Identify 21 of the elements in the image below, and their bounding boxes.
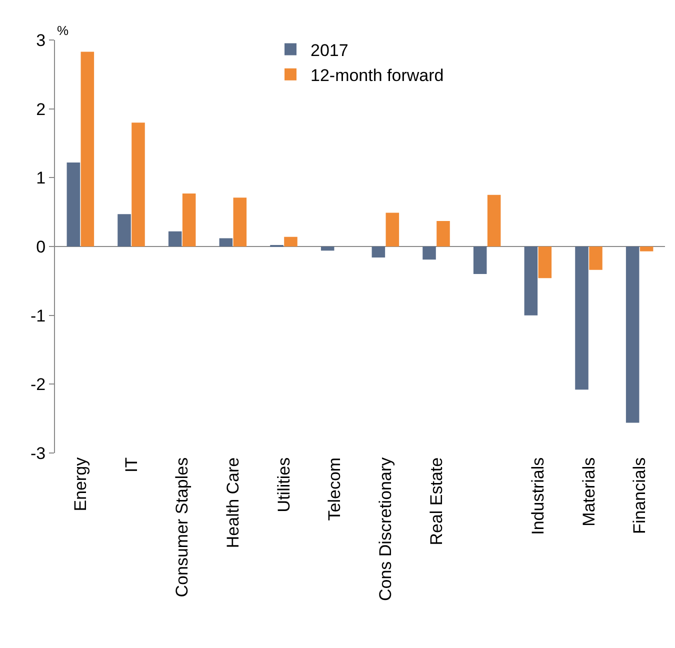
x-tick-label: Consumer Staples (172, 457, 192, 598)
x-tick-label: Energy (70, 456, 90, 512)
x-tick-label: IT (122, 457, 141, 473)
x-tick-label: Cons Discretionary (376, 456, 395, 602)
y-tick-label: -1 (30, 306, 46, 326)
x-tick-label: Financials (630, 457, 650, 534)
y-tick-label: 0 (36, 237, 46, 256)
legend-label: 12-month forward (310, 66, 444, 86)
y-tick-label: 3 (36, 30, 46, 50)
x-tick-label: Materials (579, 457, 598, 526)
x-tick-label: Industrials (528, 457, 548, 535)
y-tick-label: -3 (30, 444, 46, 463)
y-tick-label: 2 (36, 100, 46, 119)
x-tick-label: Health Care (223, 457, 242, 548)
y-tick-label: -2 (30, 375, 46, 394)
legend-label: 2017 (310, 40, 348, 60)
x-tick-label: Telecom (325, 457, 344, 521)
y-axis-title: % (57, 23, 69, 38)
x-tick-label: Utilities (274, 457, 294, 512)
y-tick-label: 1 (36, 168, 46, 188)
x-tick-label: Real Estate (426, 457, 446, 546)
